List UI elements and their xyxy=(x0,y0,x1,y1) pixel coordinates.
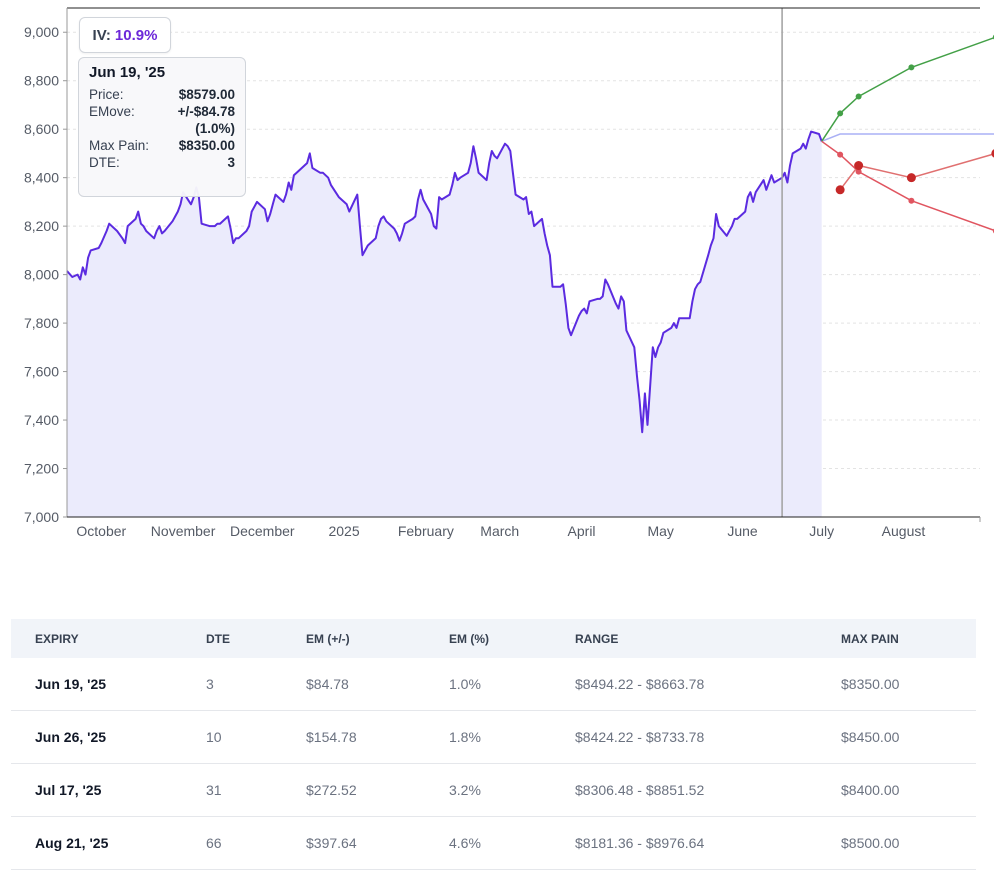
cell-range: $8424.22 - $8733.78 xyxy=(575,710,841,764)
iv-label: IV: xyxy=(92,26,111,44)
tooltip-price-row: Price: $8579.00 xyxy=(89,86,235,103)
x-tick-label: August xyxy=(882,523,926,539)
max-pain-point xyxy=(835,185,845,195)
cell-dte: 31 xyxy=(206,763,306,817)
tooltip-dte-row: DTE: 3 xyxy=(89,154,235,171)
tooltip-emove-pct: (1.0%) xyxy=(195,121,235,136)
cell-em-pct: 3.2% xyxy=(449,763,575,817)
y-tick-label: 8,000 xyxy=(24,267,59,283)
x-tick-label: July xyxy=(809,523,834,539)
y-tick-label: 7,400 xyxy=(24,412,59,428)
upper-expected-move-line xyxy=(821,36,994,142)
tooltip-price-value: $8579.00 xyxy=(178,87,235,102)
lower-expected-move-line xyxy=(821,140,994,232)
x-tick-label: December xyxy=(230,523,295,539)
y-tick-label: 8,200 xyxy=(24,218,59,234)
mid-projection-line xyxy=(821,133,994,142)
cell-range: $8181.36 - $8976.64 xyxy=(575,816,841,870)
y-tick-label: 7,000 xyxy=(24,509,59,525)
table-row[interactable]: Jul 17, '25 31 $272.52 3.2% $8306.48 - $… xyxy=(11,763,976,817)
chart-tooltip: Jun 19, '25 Price: $8579.00 EMove: +/-$8… xyxy=(78,57,246,197)
tooltip-price-label: Price: xyxy=(89,87,124,102)
x-tick-label: October xyxy=(76,523,126,539)
y-tick-label: 7,600 xyxy=(24,364,59,380)
x-tick-label: November xyxy=(151,523,216,539)
cell-max-pain: $8450.00 xyxy=(841,710,976,764)
x-tick-label: March xyxy=(480,523,519,539)
cell-max-pain: $8350.00 xyxy=(841,658,976,711)
cell-em: $272.52 xyxy=(306,763,449,817)
x-tick-label: June xyxy=(727,523,758,539)
y-tick-label: 8,600 xyxy=(24,121,59,137)
cell-em-pct: 1.0% xyxy=(449,658,575,711)
axes xyxy=(63,7,981,522)
expected-move-table: EXPIRY DTE EM (+/-) EM (%) RANGE MAX PAI… xyxy=(11,619,976,870)
table-row[interactable]: Aug 21, '25 66 $397.64 4.6% $8181.36 - $… xyxy=(11,816,976,870)
cell-max-pain: $8500.00 xyxy=(841,816,976,870)
cell-em: $397.64 xyxy=(306,816,449,870)
tooltip-maxpain-row: Max Pain: $8350.00 xyxy=(89,137,235,154)
price-area-fill xyxy=(67,131,822,517)
tooltip-date: Jun 19, '25 xyxy=(89,64,166,81)
tooltip-dte-value: 3 xyxy=(227,155,235,170)
iv-value: 10.9% xyxy=(114,26,158,44)
y-tick-label: 7,200 xyxy=(24,461,59,477)
table-row[interactable]: Jun 26, '25 10 $154.78 1.8% $8424.22 - $… xyxy=(11,710,976,764)
upper-move-point xyxy=(837,110,844,117)
lower-move-point xyxy=(837,151,844,158)
y-tick-label: 9,000 xyxy=(24,24,59,40)
y-tick-label: 8,800 xyxy=(24,73,59,89)
cell-range: $8494.22 - $8663.78 xyxy=(575,658,841,711)
y-tick-labels: 7,000 7,200 7,400 7,600 7,800 8,000 8,200 8,400… xyxy=(24,24,59,525)
projection-layer xyxy=(781,8,994,517)
header-range[interactable]: RANGE xyxy=(575,619,841,658)
cell-expiry: Jun 19, '25 xyxy=(11,658,206,711)
upper-move-point xyxy=(908,64,915,71)
lower-move-point xyxy=(855,168,862,175)
cell-dte: 66 xyxy=(206,816,306,870)
iv-badge: IV: 10.9% xyxy=(79,17,171,53)
cell-em: $154.78 xyxy=(306,710,449,764)
tooltip-emove-value: +/-$84.78 xyxy=(177,104,235,119)
tooltip-emove-row: EMove: +/-$84.78 xyxy=(89,103,235,120)
lower-move-point xyxy=(908,197,915,204)
x-tick-label: February xyxy=(398,523,454,539)
header-expiry[interactable]: EXPIRY xyxy=(11,619,206,658)
cell-em-pct: 1.8% xyxy=(449,710,575,764)
header-max-pain[interactable]: MAX PAIN xyxy=(841,619,976,658)
table-row[interactable]: Jun 19, '25 3 $84.78 1.0% $8494.22 - $86… xyxy=(11,658,976,711)
cell-em: $84.78 xyxy=(306,658,449,711)
x-tick-labels: October November December 2025 February March… xyxy=(76,523,925,539)
max-pain-point xyxy=(854,161,864,171)
y-tick-label: 8,400 xyxy=(24,170,59,186)
cell-max-pain: $8400.00 xyxy=(841,763,976,817)
cell-expiry: Jul 17, '25 xyxy=(11,763,206,817)
tooltip-maxpain-value: $8350.00 xyxy=(178,138,235,153)
tooltip-emove-label: EMove: xyxy=(89,104,135,119)
x-tick-label: May xyxy=(647,523,673,539)
cell-dte: 3 xyxy=(206,658,306,711)
upper-move-point xyxy=(855,93,862,100)
cell-em-pct: 4.6% xyxy=(449,816,575,870)
cell-range: $8306.48 - $8851.52 xyxy=(575,763,841,817)
max-pain-point xyxy=(991,149,994,158)
header-dte[interactable]: DTE xyxy=(206,619,306,658)
header-em[interactable]: EM (+/-) xyxy=(306,619,449,658)
price-chart[interactable]: 7,000 7,200 7,400 7,600 7,800 8,000 8,200 8,400… xyxy=(0,0,994,560)
max-pain-point xyxy=(906,173,916,183)
x-tick-label: April xyxy=(568,523,596,539)
y-tick-label: 7,800 xyxy=(24,315,59,331)
tooltip-dte-label: DTE: xyxy=(89,155,120,170)
cell-expiry: Aug 21, '25 xyxy=(11,816,206,870)
max-pain-line xyxy=(839,153,994,191)
cell-expiry: Jun 26, '25 xyxy=(11,710,206,764)
tooltip-maxpain-label: Max Pain: xyxy=(89,138,150,153)
header-em-pct[interactable]: EM (%) xyxy=(449,619,575,658)
cell-dte: 10 xyxy=(206,710,306,764)
table-header-row: EXPIRY DTE EM (+/-) EM (%) RANGE MAX PAI… xyxy=(11,619,976,658)
x-tick-label: 2025 xyxy=(328,523,359,539)
